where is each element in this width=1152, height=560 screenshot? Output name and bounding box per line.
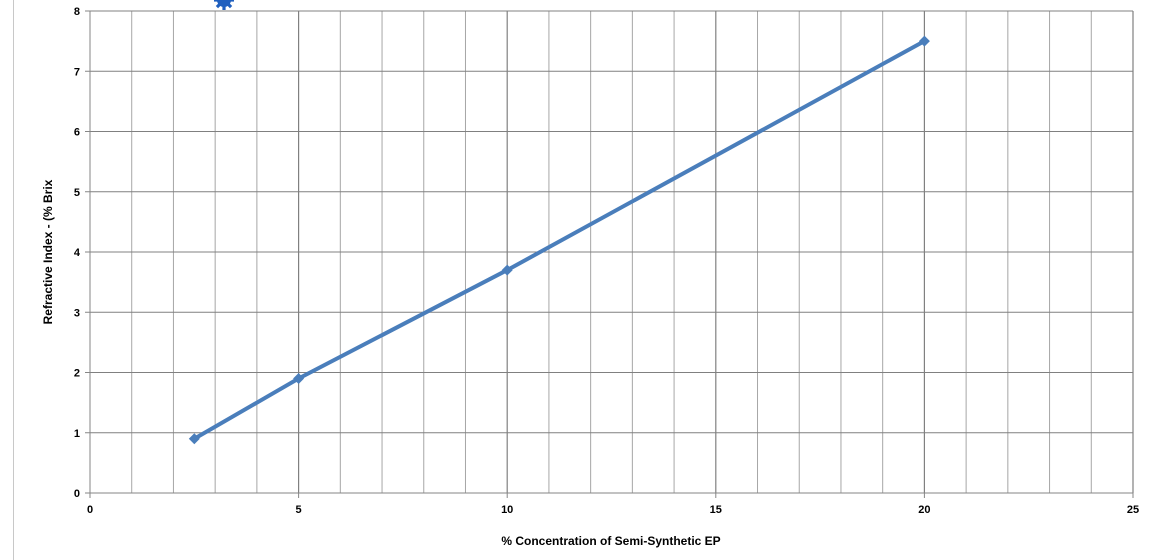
y-axis-title: Refractive Index - (% Brix: [41, 179, 55, 324]
y-tick-label: 0: [74, 488, 80, 500]
series-line: [192, 39, 927, 441]
data-point-marker: [918, 35, 930, 47]
y-tick-label: 8: [74, 6, 80, 18]
x-tick-label: 15: [710, 504, 722, 516]
y-tick-label: 4: [74, 247, 81, 259]
major-gridlines: [90, 10, 1134, 493]
x-axis-title: % Concentration of Semi-Synthetic EP: [501, 534, 720, 548]
x-tick-label: 25: [1127, 504, 1139, 516]
x-tick-labels: 0 5 10 15 20 25: [87, 504, 1139, 516]
series-layer: [188, 35, 930, 445]
axes: [85, 10, 1134, 498]
x-tick-label: 5: [296, 504, 302, 516]
y-tick-label: 7: [74, 66, 80, 78]
x-tick-label: 20: [918, 504, 930, 516]
y-tick-label: 3: [74, 307, 80, 319]
data-point-marker: [501, 264, 513, 276]
data-point-marker: [188, 433, 200, 445]
data-point-marker: [293, 373, 305, 385]
y-tick-label: 5: [74, 187, 80, 199]
y-tick-label: 6: [74, 127, 80, 139]
y-tick-labels: 0 1 2 3 4 5 6 7 8: [74, 6, 81, 500]
page-left-rule: [13, 0, 14, 560]
x-tick-label: 0: [87, 504, 93, 516]
gear-logo-icon: [214, 0, 234, 10]
y-tick-label: 1: [74, 428, 80, 440]
logo: [214, 0, 234, 10]
y-tick-label: 2: [74, 368, 80, 380]
x-tick-label: 10: [501, 504, 513, 516]
